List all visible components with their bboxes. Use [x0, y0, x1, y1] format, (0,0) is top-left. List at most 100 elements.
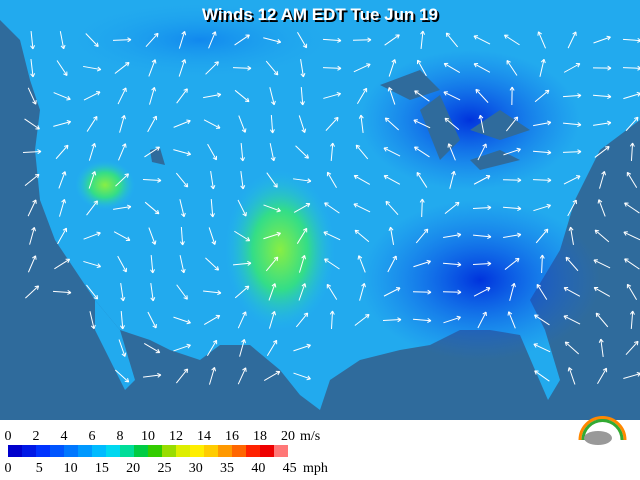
wind-arrow	[509, 283, 515, 301]
wind-arrow	[472, 263, 492, 265]
wind-arrow	[293, 203, 311, 213]
wind-arrow	[323, 93, 341, 99]
wind-arrow	[265, 256, 279, 272]
wind-arrow-head	[301, 128, 307, 133]
wind-arrow-head	[385, 200, 390, 206]
wind-arrow-head	[577, 93, 582, 99]
color-cell	[162, 445, 176, 457]
wind-arrow	[173, 149, 191, 155]
wind-arrow	[623, 373, 640, 379]
color-cell	[204, 445, 218, 457]
wind-arrow-head	[326, 283, 332, 289]
wind-arrow-head	[534, 370, 539, 375]
wind-arrow	[263, 371, 281, 381]
wind-arrow-head	[240, 157, 246, 162]
wind-arrow	[442, 291, 462, 293]
wind-arrow-head	[214, 61, 219, 66]
wind-arrow	[541, 254, 543, 274]
wind-arrow-head	[572, 31, 577, 36]
wind-arrow	[293, 372, 311, 380]
wind-arrow-head	[150, 297, 156, 302]
wind-arrow	[623, 231, 640, 241]
wind-arrow-head	[245, 34, 250, 39]
wind-arrow-head	[606, 35, 611, 41]
wind-arrow-head	[242, 367, 247, 372]
wind-arrow	[413, 260, 431, 268]
wind-arrow	[210, 198, 214, 218]
wind-arrow-head	[624, 202, 629, 207]
wind-arrow	[534, 89, 550, 103]
wind-arrow	[354, 229, 370, 243]
wind-arrow	[295, 312, 309, 328]
wind-arrow-head	[154, 32, 159, 38]
wind-arrow-head	[122, 267, 127, 273]
wind-arrow-head	[180, 212, 186, 218]
wind-arrow	[83, 65, 101, 71]
wind-arrow-head	[416, 59, 422, 65]
wind-arrow	[387, 255, 397, 273]
wind-arrow	[86, 284, 98, 300]
wind-arrow	[263, 232, 281, 240]
wind-arrow-head	[301, 283, 307, 288]
wind-arrow-head	[273, 183, 278, 188]
wind-arrow	[269, 87, 275, 105]
wind-arrow	[416, 172, 428, 188]
wind-arrow	[203, 119, 221, 129]
wind-arrow	[539, 59, 545, 77]
wind-arrow-head	[306, 343, 311, 349]
wind-arrow	[327, 171, 337, 189]
wind-arrow	[322, 67, 342, 69]
wind-arrow	[443, 233, 461, 239]
wind-arrow-head	[388, 226, 394, 232]
wind-arrow-head	[539, 254, 545, 259]
wind-arrow	[149, 87, 155, 105]
wind-arrow	[414, 146, 430, 158]
wind-arrow	[150, 283, 154, 301]
wind-arrow-head	[517, 206, 522, 211]
wind-arrow	[298, 255, 306, 273]
color-cell	[260, 445, 274, 457]
color-cell	[64, 445, 78, 457]
wind-arrow	[268, 283, 276, 301]
wind-arrow-head	[90, 324, 96, 330]
wind-arrow	[150, 254, 154, 274]
wind-arrow	[298, 283, 306, 301]
wind-arrow-head	[273, 70, 279, 76]
wind-arrow	[240, 142, 244, 162]
wind-arrow-head	[601, 170, 607, 176]
wind-arrow	[563, 175, 581, 185]
color-cell	[50, 445, 64, 457]
wind-arrow-head	[420, 30, 426, 35]
wind-arrow-head	[454, 201, 460, 207]
wind-arrow-head	[121, 352, 127, 357]
wind-arrow	[564, 341, 580, 355]
wind-arrow	[323, 231, 341, 241]
wind-arrow-head	[212, 339, 218, 345]
wind-arrow	[178, 59, 186, 77]
wind-arrow-head	[594, 229, 600, 235]
wind-arrow	[114, 369, 130, 383]
wind-arrow	[388, 87, 396, 105]
wind-arrow-head	[32, 100, 37, 105]
wind-arrow-head	[275, 370, 281, 376]
wind-arrow-head	[186, 319, 191, 325]
wind-arrow-head	[242, 311, 247, 316]
wind-arrow-head	[629, 142, 635, 147]
low-wind-region	[360, 200, 600, 360]
wind-arrow-head	[30, 45, 36, 50]
color-cell	[22, 445, 36, 457]
wind-arrow	[508, 311, 516, 329]
wind-arrow	[52, 290, 72, 294]
wind-arrow	[203, 290, 221, 294]
wind-arrow-head	[605, 146, 610, 151]
wind-arrow-head	[216, 92, 222, 98]
wind-arrow-head	[419, 198, 425, 203]
wind-arrow-head	[96, 263, 101, 269]
wind-arrow-head	[395, 287, 401, 292]
wind-arrow-head	[427, 317, 432, 323]
wind-arrow-head	[602, 367, 608, 373]
wind-arrow-head	[300, 72, 306, 78]
wind-arrow	[595, 312, 609, 328]
wind-arrow	[443, 63, 461, 73]
wind-arrow	[293, 178, 311, 182]
